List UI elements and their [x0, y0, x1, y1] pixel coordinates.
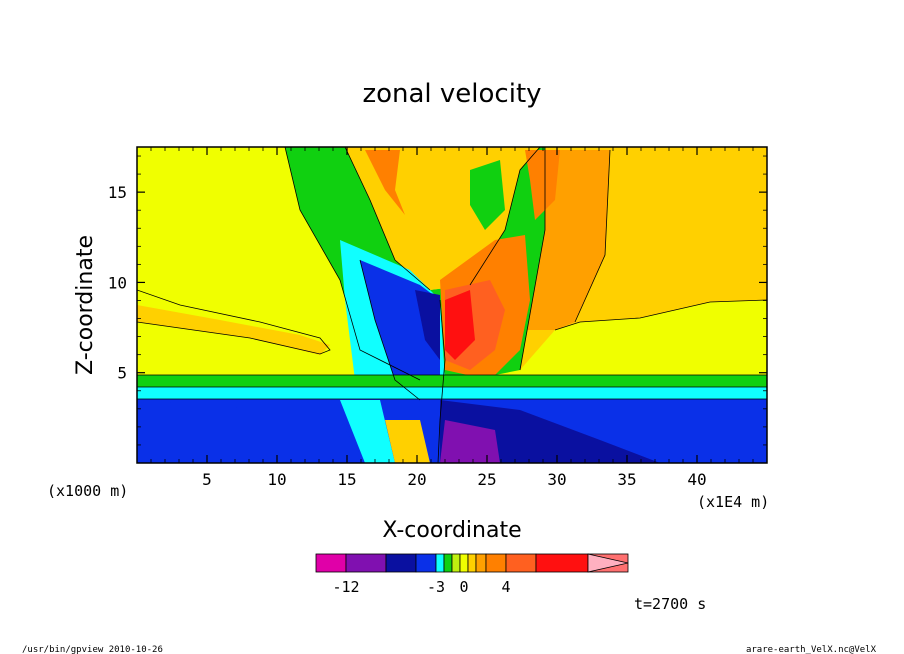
colorbar-level [443, 553, 453, 573]
x-unit-label: (x1E4 m) [697, 493, 769, 511]
colorbar-level [485, 553, 507, 573]
contour-field [137, 147, 767, 463]
colorbar-label: -3 [427, 578, 445, 596]
x-tick-label: 35 [617, 470, 636, 489]
footer-left: /usr/bin/gpview 2010-10-26 [22, 645, 163, 654]
colorbar-level [459, 553, 469, 573]
plot-frame [136, 146, 768, 464]
colorbar-label: 4 [501, 578, 510, 596]
colorbar-level [451, 553, 461, 573]
footer-right: arare-earth_VelX.nc@VelX [746, 645, 877, 654]
x-axis: 5 10 15 20 25 30 35 40 [150, 147, 754, 489]
y-tick-label: 15 [108, 183, 127, 202]
x-tick-label: 20 [407, 470, 426, 489]
x-tick-label: 10 [267, 470, 286, 489]
x-tick-label: 30 [547, 470, 566, 489]
x-tick-label: 15 [337, 470, 356, 489]
x-tick-label: 5 [202, 470, 212, 489]
y-tick-label: 10 [108, 273, 127, 292]
y-tick-label: 5 [117, 364, 127, 383]
y-unit-label: (x1000 m) [47, 482, 128, 500]
colorbar: -12 -3 0 4 [315, 553, 629, 596]
colorbar-level [505, 553, 537, 573]
y-axis-label: Z-coordinate [73, 235, 98, 375]
colorbar-label: 0 [459, 578, 468, 596]
colorbar-level [475, 553, 487, 573]
timestamp: t=2700 s [634, 595, 706, 613]
colorbar-level [535, 553, 589, 573]
y-axis: 5 10 15 [108, 155, 767, 446]
x-axis-label: X-coordinate [382, 518, 521, 543]
colorbar-level [345, 553, 387, 573]
chart-title: zonal velocity [362, 79, 541, 109]
colorbar-level [385, 553, 417, 573]
x-tick-label: 40 [687, 470, 706, 489]
x-tick-label: 25 [477, 470, 496, 489]
colorbar-label: -12 [332, 578, 359, 596]
colorbar-level [315, 553, 347, 573]
colorbar-level [435, 553, 445, 573]
colorbar-arrow [587, 553, 629, 573]
colorbar-level [415, 553, 437, 573]
colorbar-level [467, 553, 477, 573]
